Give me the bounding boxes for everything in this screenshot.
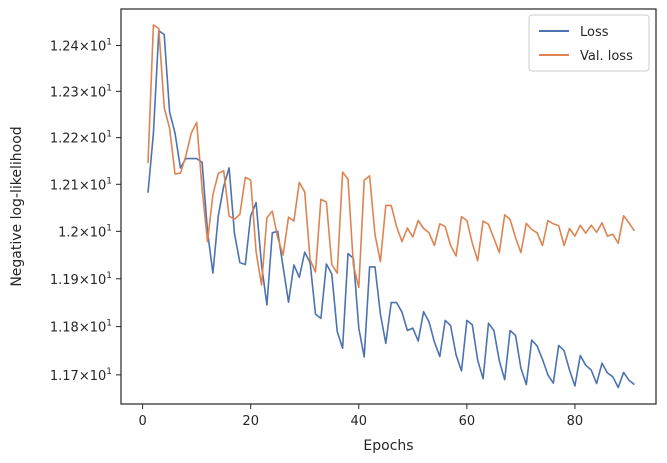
y-tick-label: 1.18×101: [50, 319, 112, 336]
x-tick-label: 0: [138, 414, 146, 429]
legend-label-loss: Loss: [580, 25, 609, 40]
x-axis: 0 20 40 60 80: [138, 404, 583, 429]
x-tick-label: 20: [242, 414, 259, 429]
series-line-val-loss: [147, 24, 636, 289]
y-tick-label: 1.19×101: [50, 271, 112, 288]
y-tick-label: 1.2×101: [58, 223, 112, 240]
x-tick-label: 80: [567, 414, 584, 429]
y-axis-title: Negative log-likelihood: [9, 126, 25, 286]
y-tick-label: 1.22×101: [50, 130, 112, 147]
x-tick-label: 40: [351, 414, 368, 429]
series-line-loss: [147, 29, 635, 389]
x-axis-title: Epochs: [363, 438, 413, 454]
x-tick-label: 60: [459, 414, 476, 429]
y-tick-label: 1.21×101: [50, 176, 112, 193]
y-axis: 1.17×101 1.18×101 1.19×101 1.2×101 1.21×101 1…: [50, 37, 121, 384]
y-tick-label: 1.23×101: [50, 83, 112, 100]
legend-box: [528, 14, 650, 72]
y-tick-label: 1.24×101: [50, 37, 112, 54]
y-tick-label: 1.17×101: [50, 367, 112, 384]
series-layer: [147, 24, 636, 389]
plot-background: [121, 9, 656, 404]
plot-frame: [120, 8, 657, 405]
legend: Loss Val. loss: [528, 14, 650, 72]
legend-label-val-loss: Val. loss: [580, 49, 633, 64]
